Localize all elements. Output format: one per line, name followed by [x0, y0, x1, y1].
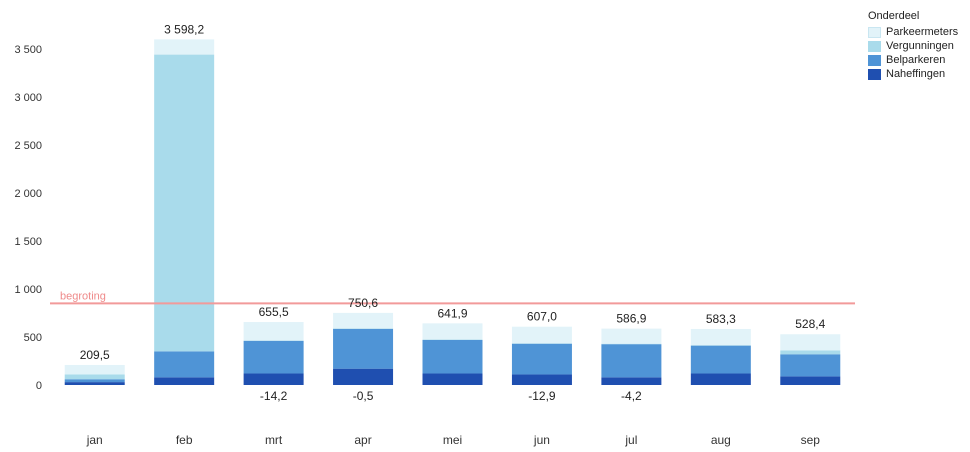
bar-segment-naheffingen-jan [64, 382, 125, 385]
bar-segment-belparkeren-feb [154, 351, 215, 378]
x-tick-label-jul: jul [624, 433, 637, 447]
negative-label-apr: -0,5 [353, 389, 374, 403]
y-tick-label: 0 [36, 380, 42, 392]
x-tick-label-sep: sep [801, 433, 821, 447]
bar-segment-naheffingen-aug [690, 373, 751, 385]
bar-segment-naheffingen-mei [422, 373, 483, 385]
legend-label-naheffingen: Naheffingen [886, 68, 946, 80]
legend-items: Parkeermeters Vergunningen Belparkeren Nahe… [868, 25, 958, 81]
bar-segment-parkeermeters-mei [422, 323, 483, 340]
x-tick-label-jun: jun [533, 433, 550, 447]
x-tick-label-mrt: mrt [265, 433, 283, 447]
y-tick-label: 3 500 [14, 44, 42, 56]
y-tick-label: 1 500 [14, 236, 42, 248]
legend-item-vergunningen: Vergunningen [868, 39, 958, 53]
bar-segment-parkeermeters-sep [780, 334, 841, 351]
total-label-mei: 641,9 [437, 306, 467, 320]
bar-segment-parkeermeters-jul [601, 328, 662, 344]
bar-segment-naheffingen-sep [780, 376, 841, 385]
bar-segment-naheffingen-apr [333, 368, 394, 385]
y-axis: 0 500 1 000 1 500 2 000 2 500 3 000 3 500 [14, 44, 42, 392]
x-tick-label-mei: mei [443, 433, 462, 447]
bar-segment-naheffingen-jun [511, 374, 572, 385]
legend-swatch-naheffingen [868, 68, 881, 80]
y-tick-label: 3 000 [14, 92, 42, 104]
total-label-jan: 209,5 [80, 348, 110, 362]
bar-segment-parkeermeters-feb [154, 39, 215, 55]
bar-segment-belparkeren-mei [422, 339, 483, 374]
x-tick-label-aug: aug [711, 433, 731, 447]
legend-item-belparkeren: Belparkeren [868, 53, 958, 67]
bar-segment-vergunningen-jan [64, 374, 125, 380]
bar-segment-belparkeren-jan [64, 379, 125, 383]
x-tick-label-jan: jan [86, 433, 103, 447]
reference-line-group: begroting [50, 290, 855, 305]
x-axis: jan feb mrt apr mei jun jul aug sep [86, 433, 821, 447]
legend-swatch-belparkeren [868, 54, 881, 66]
bar-segment-naheffingen-feb [154, 377, 215, 385]
bar-segment-belparkeren-sep [780, 354, 841, 377]
bar-segment-naheffingen-mrt [243, 373, 304, 385]
bar-segment-parkeermeters-jun [511, 326, 572, 344]
legend-swatch-vergunningen [868, 40, 881, 52]
legend: Onderdeel Parkeermeters Vergunningen Belpa… [868, 10, 958, 81]
total-label-sep: 528,4 [795, 317, 825, 331]
y-tick-label: 500 [24, 332, 42, 344]
y-tick-label: 2 000 [14, 188, 42, 200]
total-label-mrt: 655,5 [259, 305, 289, 319]
bar-segment-belparkeren-jul [601, 344, 662, 378]
bar-segment-vergunningen-feb [154, 54, 215, 352]
total-label-apr: 750,6 [348, 296, 378, 310]
x-tick-label-feb: feb [176, 433, 193, 447]
bar-segment-belparkeren-jun [511, 343, 572, 375]
bars [64, 39, 841, 385]
negative-label-jun: -12,9 [528, 389, 556, 403]
legend-label-belparkeren: Belparkeren [886, 54, 946, 66]
x-tick-label-apr: apr [354, 433, 371, 447]
legend-item-naheffingen: Naheffingen [868, 67, 958, 81]
bar-segment-belparkeren-apr [333, 328, 394, 369]
legend-label-parkeermeters: Parkeermeters [886, 26, 959, 38]
bar-segment-parkeermeters-mrt [243, 322, 304, 341]
legend-label-vergunningen: Vergunningen [886, 40, 954, 52]
y-tick-label: 1 000 [14, 284, 42, 296]
total-label-jun: 607,0 [527, 310, 557, 324]
bar-segment-belparkeren-aug [690, 345, 751, 374]
bar-segment-belparkeren-mrt [243, 340, 304, 374]
negative-label-mrt: -14,2 [260, 389, 288, 403]
data-labels: 209,5 3 598,2 655,5 -14,2 750,6 -0,5 641,9 607,… [80, 22, 826, 403]
y-tick-label: 2 500 [14, 140, 42, 152]
legend-item-parkeermeters: Parkeermeters [868, 25, 958, 39]
legend-swatch-parkeermeters [868, 26, 881, 38]
legend-title: Onderdeel [868, 10, 920, 22]
reference-line-label: begroting [60, 290, 106, 302]
bar-segment-parkeermeters-jan [64, 364, 125, 375]
total-label-feb: 3 598,2 [164, 22, 204, 36]
total-label-aug: 583,3 [706, 312, 736, 326]
bar-segment-parkeermeters-apr [333, 312, 394, 329]
negative-label-jul: -4,2 [621, 389, 642, 403]
bar-segment-vergunningen-sep [780, 350, 841, 355]
bar-segment-naheffingen-jul [601, 377, 662, 385]
total-label-jul: 586,9 [616, 312, 646, 326]
bar-segment-parkeermeters-aug [690, 328, 751, 346]
